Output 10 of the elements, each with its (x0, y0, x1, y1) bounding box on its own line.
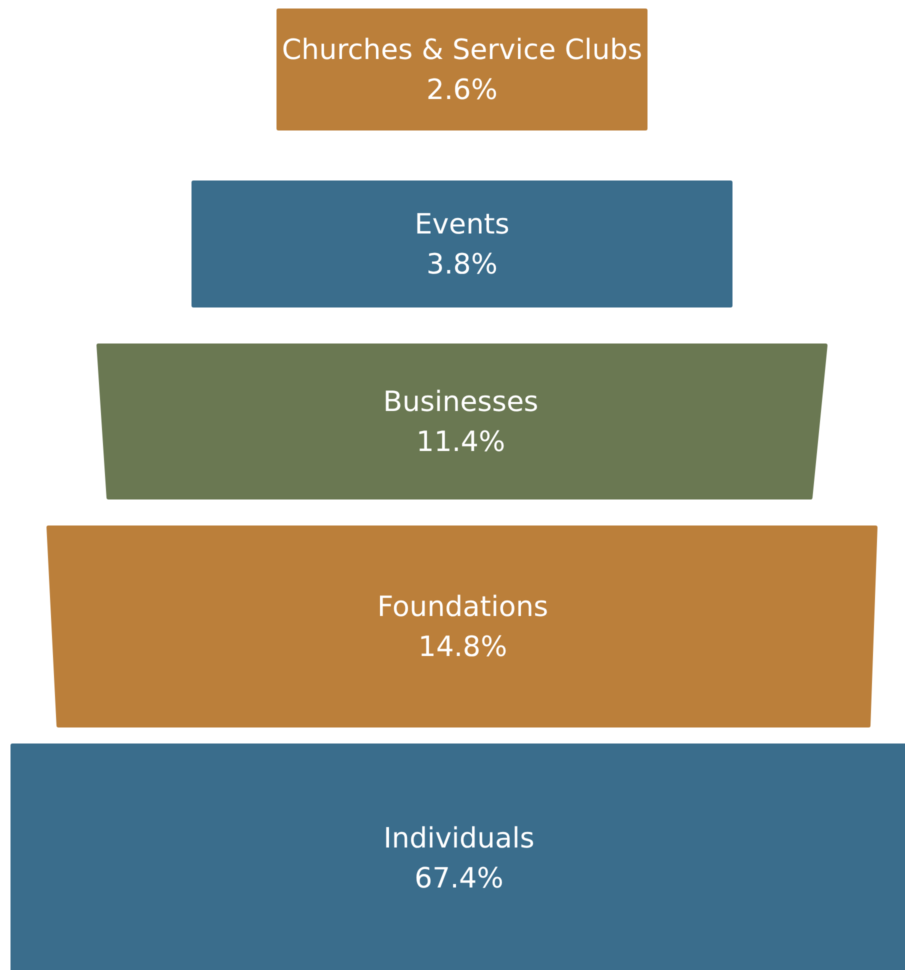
data-label: 2.6% (426, 73, 498, 106)
data-label: 67.4% (414, 862, 504, 894)
category-label: Foundations (377, 590, 548, 623)
category-label: Events (414, 208, 510, 240)
category-label: Businesses (383, 385, 538, 418)
data-label: 3.8% (426, 248, 498, 280)
category-label: Individuals (384, 822, 534, 854)
data-label: 11.4% (416, 425, 506, 458)
data-label: 14.8% (418, 630, 508, 663)
category-label: Churches & Service Clubs (282, 33, 642, 66)
